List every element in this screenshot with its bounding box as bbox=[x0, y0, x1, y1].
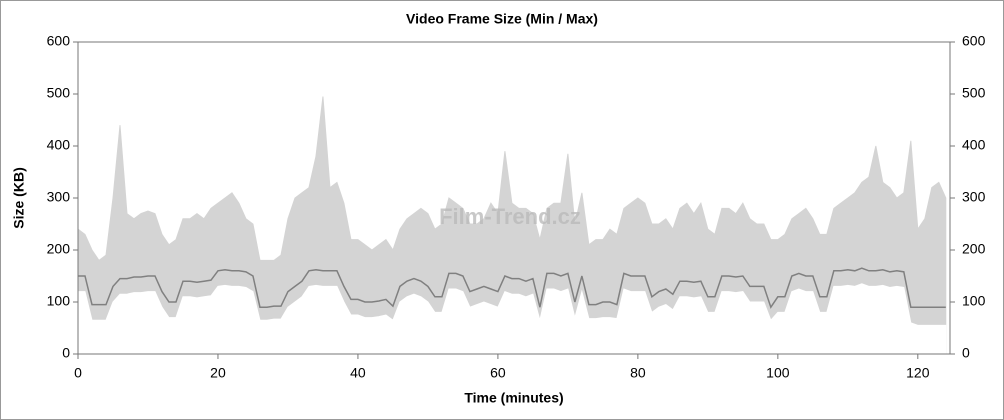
y2-tick-label: 200 bbox=[962, 241, 986, 257]
y-tick-label: 400 bbox=[47, 137, 71, 153]
y-axis-label: Size (KB) bbox=[11, 167, 27, 228]
x-tick-label: 0 bbox=[74, 365, 82, 381]
y-tick-label: 600 bbox=[47, 33, 71, 49]
y-tick-label: 300 bbox=[47, 189, 71, 205]
chart-title: Video Frame Size (Min / Max) bbox=[406, 11, 598, 27]
watermark: Film-Trend.cz bbox=[439, 204, 581, 229]
y2-tick-label: 500 bbox=[962, 85, 986, 101]
y2-tick-label: 300 bbox=[962, 189, 986, 205]
x-tick-label: 100 bbox=[766, 365, 790, 381]
y2-tick-label: 600 bbox=[962, 33, 986, 49]
y2-tick-label: 100 bbox=[962, 293, 986, 309]
lower-area bbox=[77, 283, 947, 355]
x-tick-label: 20 bbox=[210, 365, 226, 381]
y2-tick-label: 400 bbox=[962, 137, 986, 153]
y-tick-label: 100 bbox=[47, 293, 71, 309]
x-axis-label: Time (minutes) bbox=[464, 390, 563, 406]
x-tick-label: 40 bbox=[350, 365, 366, 381]
y-tick-label: 0 bbox=[62, 345, 70, 361]
y-tick-label: 200 bbox=[47, 241, 71, 257]
y-tick-label: 500 bbox=[47, 85, 71, 101]
y2-tick-label: 0 bbox=[962, 345, 970, 361]
min-line bbox=[78, 267, 946, 309]
x-tick-label: 60 bbox=[490, 365, 506, 381]
x-tick-label: 80 bbox=[630, 365, 646, 381]
upper-area bbox=[77, 96, 947, 355]
x-tick-label: 120 bbox=[906, 365, 930, 381]
